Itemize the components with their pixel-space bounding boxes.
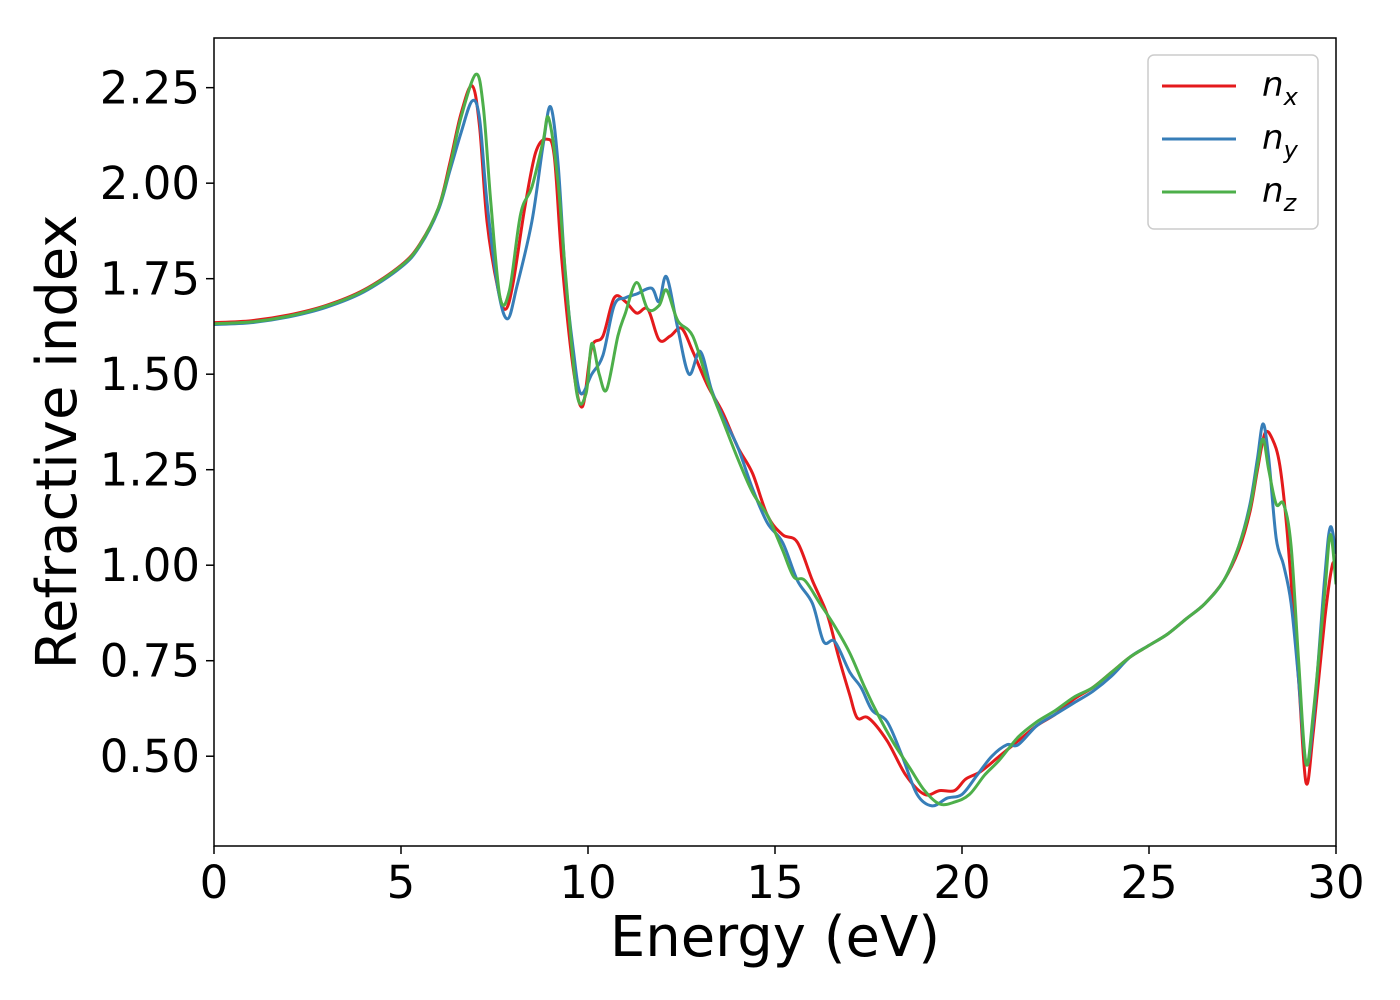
x-tick-label: 25 <box>1120 856 1177 909</box>
y-tick-label: 0.50 <box>100 730 200 783</box>
y-axis-label: Refractive index <box>25 215 90 670</box>
y-tick-label: 1.50 <box>100 348 200 401</box>
x-tick-label: 30 <box>1307 856 1364 909</box>
x-axis-ticks: 0 5 10 15 20 25 30 <box>200 846 1365 909</box>
y-tick-label: 1.00 <box>100 539 200 592</box>
y-tick-label: 2.00 <box>100 157 200 210</box>
y-tick-label: 2.25 <box>100 62 200 115</box>
x-tick-label: 20 <box>933 856 990 909</box>
x-tick-label: 15 <box>746 856 803 909</box>
legend-label-nz: nz <box>1262 171 1298 217</box>
legend-label-subscript: x <box>1283 83 1299 111</box>
legend-label-ny: ny <box>1262 118 1299 164</box>
y-tick-label: 1.25 <box>100 444 200 497</box>
legend-box <box>1147 54 1319 230</box>
x-tick-label: 10 <box>559 856 616 909</box>
y-axis-ticks: 0.50 0.75 1.00 1.25 1.50 1.75 2.00 2.25 <box>100 62 214 783</box>
series-layer <box>214 72 1336 808</box>
legend-label-subscript: y <box>1283 136 1299 164</box>
x-tick-label: 5 <box>387 856 416 909</box>
x-tick-label: 0 <box>200 856 229 909</box>
y-tick-label: 1.75 <box>100 253 200 306</box>
legend-label-base: n <box>1262 171 1284 211</box>
y-tick-label: 0.75 <box>100 635 200 688</box>
legend-label-subscript: z <box>1283 189 1298 217</box>
legend-label-base: n <box>1262 65 1284 105</box>
legend-label-nx: nx <box>1262 65 1299 111</box>
series-line-nz <box>214 72 1336 807</box>
x-axis-label: Energy (eV) <box>610 905 940 970</box>
legend-label-base: n <box>1262 118 1284 158</box>
